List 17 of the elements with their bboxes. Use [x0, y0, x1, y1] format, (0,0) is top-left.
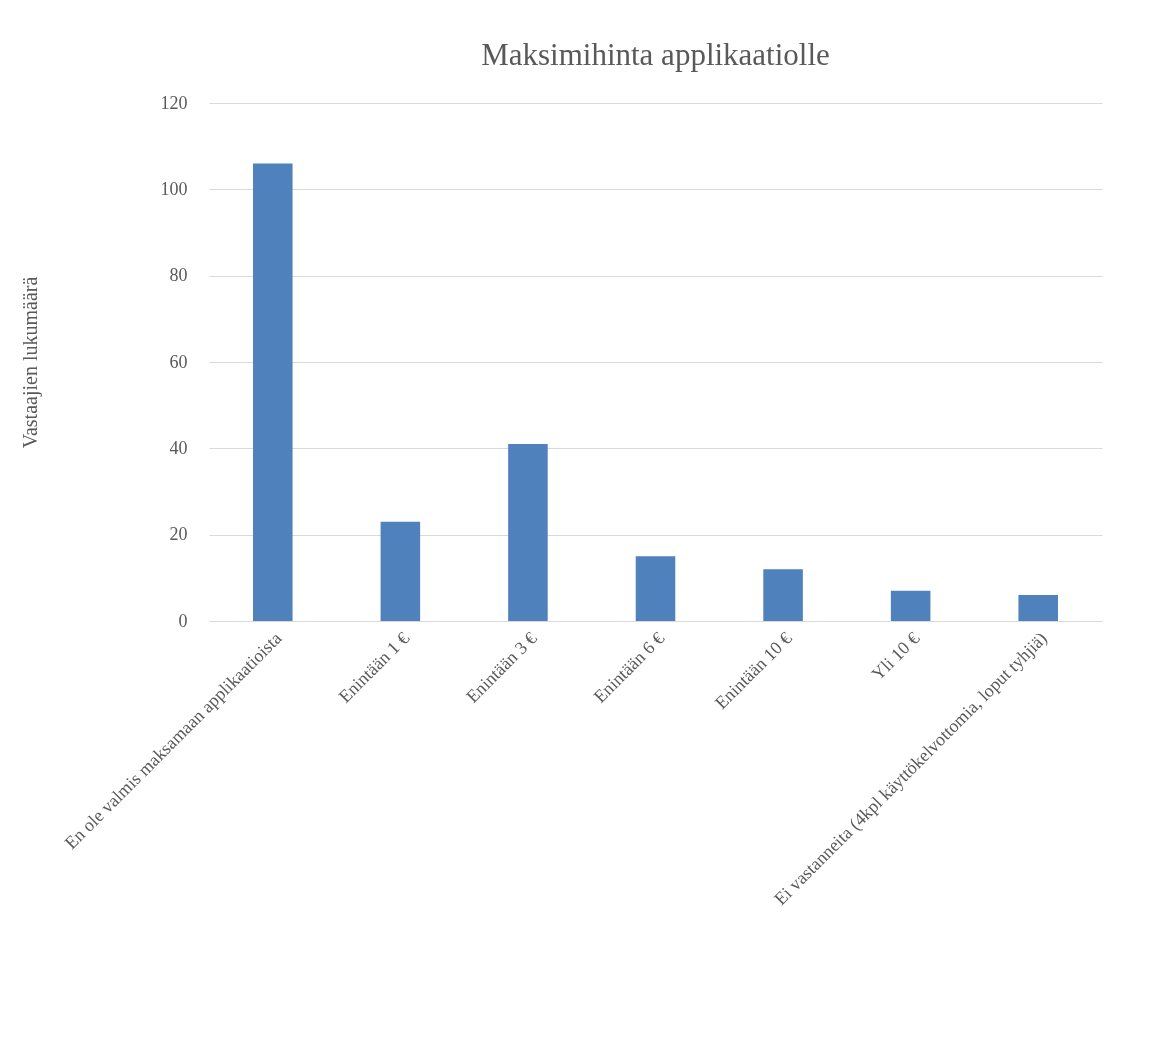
- y-axis-title: Vastaajien lukumäärä: [18, 276, 42, 449]
- y-tick-label: 80: [169, 265, 188, 286]
- bar: [1018, 595, 1058, 621]
- bar: [635, 556, 676, 621]
- y-tick-label: 60: [169, 351, 188, 372]
- y-tick-label: 40: [169, 437, 188, 458]
- bar: [380, 521, 421, 621]
- bar: [253, 163, 293, 621]
- y-tick-label: 120: [160, 92, 188, 113]
- y-tick-label: 20: [169, 524, 188, 545]
- bar: [890, 590, 931, 621]
- y-tick-label: 100: [160, 178, 188, 199]
- x-tick-label: Yli 10 €: [867, 628, 924, 684]
- y-tick-label: 0: [178, 610, 188, 631]
- bar: [763, 569, 803, 621]
- bar: [508, 444, 548, 621]
- chart-title: Maksimihinta applikaatiolle: [481, 37, 830, 72]
